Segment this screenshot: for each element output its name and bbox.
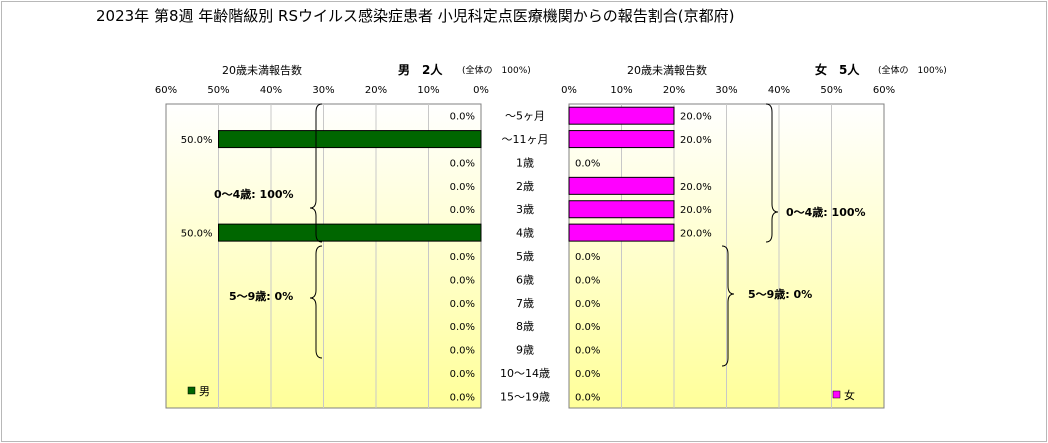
- age-group-label: 5歳: [516, 250, 534, 263]
- male-value-label: 0.0%: [450, 182, 475, 193]
- female-x-tick-label: 40%: [768, 85, 790, 96]
- age-group-label: 9歳: [516, 344, 534, 357]
- female-value-label: 20.0%: [680, 229, 712, 240]
- age-group-label: 6歳: [516, 273, 534, 286]
- female-count: 女 5人: [815, 63, 860, 77]
- male-value-label: 0.0%: [450, 392, 475, 403]
- female-value-label: 0.0%: [575, 392, 600, 403]
- female-bar: [568, 200, 675, 219]
- male-x-tick-label: 40%: [260, 85, 282, 96]
- male-value-label: 0.0%: [450, 322, 475, 333]
- male-value-label: 0.0%: [450, 299, 475, 310]
- female-value-label: 0.0%: [575, 275, 600, 286]
- male-value-label: 0.0%: [450, 346, 475, 357]
- chart-title: 2023年 第8週 年齢階級別 RSウイルス感染症患者 小児科定点医療機関からの…: [96, 7, 735, 25]
- female-value-label: 0.0%: [575, 369, 600, 380]
- age-group-label: 15～19歳: [500, 390, 550, 403]
- female-x-tick-label: 60%: [873, 85, 895, 96]
- male-under20-label: 20歳未満報告数: [222, 64, 302, 77]
- male-bar: [218, 130, 482, 149]
- female-value-label: 20.0%: [680, 205, 712, 216]
- female-x-tick-label: 20%: [663, 85, 685, 96]
- male-0-4-bracket: [309, 103, 323, 243]
- female-bar: [568, 130, 675, 149]
- male-legend-label: 男: [199, 385, 210, 398]
- female-value-label: 0.0%: [575, 299, 600, 310]
- female-value-label: 0.0%: [575, 346, 600, 357]
- male-x-tick-label: 20%: [365, 85, 387, 96]
- female-bar: [568, 106, 675, 125]
- male-count: 男 2人: [398, 63, 443, 77]
- male-value-label: 0.0%: [450, 369, 475, 380]
- female-value-label: 20.0%: [680, 112, 712, 123]
- female-x-tick-label: 0%: [561, 85, 577, 96]
- female-legend-label: 女: [844, 388, 855, 402]
- female-0-4-bracket: [765, 103, 779, 243]
- male-x-tick-label: 60%: [155, 85, 177, 96]
- age-group-label: 3歳: [516, 203, 534, 216]
- male-value-label: 50.0%: [181, 229, 213, 240]
- male-value-label: 0.0%: [450, 275, 475, 286]
- age-group-label: ～5ヶ月: [505, 110, 545, 123]
- male-5-9-summary: 5～9歳: 0%: [229, 289, 293, 303]
- age-group-label: ～11ヶ月: [502, 133, 549, 146]
- female-5-9-summary: 5～9歳: 0%: [748, 287, 812, 301]
- age-group-label: 2歳: [516, 180, 534, 193]
- female-x-tick-label: 50%: [820, 85, 842, 96]
- male-legend-swatch: [187, 386, 196, 395]
- male-value-label: 50.0%: [181, 135, 213, 146]
- male-value-label: 0.0%: [450, 158, 475, 169]
- age-group-label: 1歳: [516, 156, 534, 169]
- male-value-label: 0.0%: [450, 252, 475, 263]
- female-0-4-summary: 0～4歳: 100%: [786, 205, 866, 219]
- age-group-label: 8歳: [516, 320, 534, 333]
- female-value-label: 0.0%: [575, 252, 600, 263]
- male-value-label: 0.0%: [450, 205, 475, 216]
- male-0-4-summary: 0～4歳: 100%: [214, 187, 294, 201]
- female-value-label: 0.0%: [575, 322, 600, 333]
- female-x-tick-label: 30%: [715, 85, 737, 96]
- male-5-9-bracket: [309, 245, 323, 359]
- age-group-label: 4歳: [516, 227, 534, 240]
- male-bar: [218, 223, 482, 242]
- female-x-tick-label: 10%: [610, 85, 632, 96]
- male-x-tick-label: 0%: [473, 85, 489, 96]
- female-5-9-bracket: [721, 245, 735, 367]
- male-x-tick-label: 10%: [417, 85, 439, 96]
- male-value-label: 0.0%: [450, 112, 475, 123]
- female-value-label: 0.0%: [575, 158, 600, 169]
- female-bar: [568, 176, 675, 195]
- female-bar: [568, 223, 675, 242]
- female-value-label: 20.0%: [680, 135, 712, 146]
- female-total-label: (全体の 100%): [878, 66, 947, 76]
- age-group-label: 10～14歳: [500, 367, 550, 380]
- female-under20-label: 20歳未満報告数: [627, 64, 707, 77]
- female-legend-swatch: [832, 390, 841, 399]
- age-group-label: 7歳: [516, 297, 534, 310]
- male-x-tick-label: 30%: [312, 85, 334, 96]
- female-value-label: 20.0%: [680, 182, 712, 193]
- male-total-label: (全体の 100%): [462, 66, 531, 76]
- male-x-tick-label: 50%: [207, 85, 229, 96]
